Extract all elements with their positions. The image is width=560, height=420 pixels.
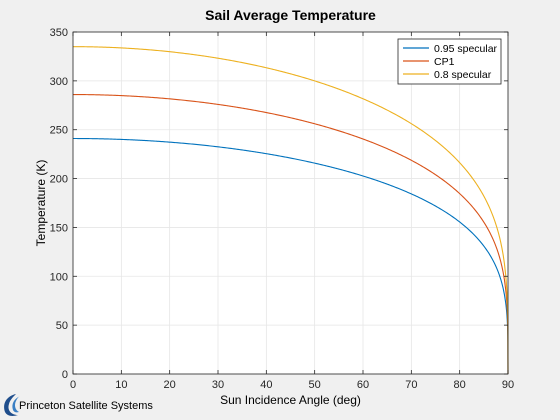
- logo-text: Princeton Satellite Systems: [19, 400, 153, 412]
- chart-title: Sail Average Temperature: [205, 7, 376, 23]
- x-tick-label: 40: [260, 379, 272, 391]
- series-line-2: [73, 46, 509, 374]
- plot-area: [73, 32, 508, 374]
- series-line-1: [73, 93, 509, 374]
- y-tick-label: 250: [50, 125, 68, 137]
- y-tick-label: 50: [56, 320, 68, 332]
- company-logo: Princeton Satellite Systems: [2, 390, 153, 418]
- y-axis-label: Temperature (K): [34, 160, 48, 247]
- series-line-0: [73, 137, 509, 374]
- legend-label: 0.8 specular: [434, 69, 492, 81]
- x-tick-label: 30: [212, 379, 224, 391]
- y-tick-label: 150: [50, 222, 68, 234]
- x-tick-label: 10: [115, 379, 127, 391]
- axis-ticks: 0 10 20 30 40 50 60 70 80 90 0 50 100 150 200 250 300 350: [50, 27, 514, 391]
- legend-label: 0.95 specular: [434, 43, 498, 55]
- y-tick-label: 0: [62, 369, 68, 381]
- y-tick-label: 200: [50, 174, 68, 186]
- x-tick-label: 0: [70, 379, 76, 391]
- x-tick-label: 60: [357, 379, 369, 391]
- x-axis-label: Sun Incidence Angle (deg): [220, 393, 361, 407]
- y-tick-label: 300: [50, 76, 68, 88]
- x-tick-label: 70: [405, 379, 417, 391]
- x-tick-label: 80: [454, 379, 466, 391]
- x-tick-label: 20: [164, 379, 176, 391]
- x-tick-label: 50: [309, 379, 321, 391]
- logo-swoosh-icon: [4, 394, 20, 416]
- series-lines: [73, 46, 509, 374]
- legend-label: CP1: [434, 56, 455, 68]
- y-tick-label: 350: [50, 27, 68, 39]
- plot-frame: [72, 31, 509, 375]
- y-tick-label: 100: [50, 271, 68, 283]
- x-tick-label: 90: [502, 379, 514, 391]
